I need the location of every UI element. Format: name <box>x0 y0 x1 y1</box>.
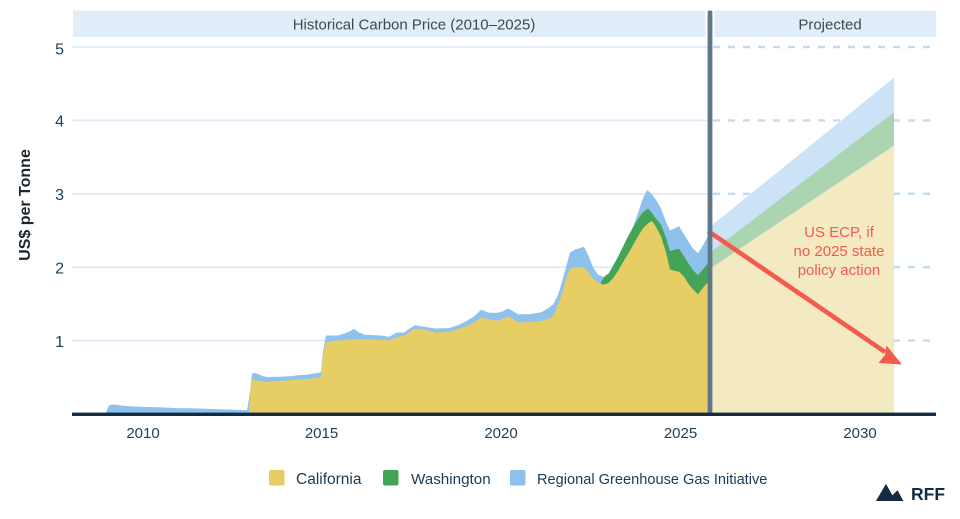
svg-text:2020: 2020 <box>484 425 517 442</box>
svg-text:Regional Greenhouse Gas Initia: Regional Greenhouse Gas Initiative <box>537 472 767 488</box>
svg-text:2025: 2025 <box>664 425 697 442</box>
svg-text:US$ per Tonne: US$ per Tonne <box>17 149 34 261</box>
svg-text:2030: 2030 <box>843 425 876 442</box>
svg-text:policy action: policy action <box>798 262 881 279</box>
svg-text:4: 4 <box>55 114 64 131</box>
svg-text:2015: 2015 <box>305 425 338 442</box>
svg-text:Washington: Washington <box>411 471 491 488</box>
svg-text:US ECP, if: US ECP, if <box>804 224 875 241</box>
svg-text:1: 1 <box>55 334 64 351</box>
svg-text:California: California <box>296 471 362 488</box>
svg-text:2: 2 <box>55 260 64 277</box>
svg-text:5: 5 <box>55 42 64 59</box>
svg-text:Historical Carbon Price (2010–: Historical Carbon Price (2010–2025) <box>293 17 536 34</box>
svg-text:no 2025 state: no 2025 state <box>794 243 885 260</box>
svg-text:2010: 2010 <box>126 425 159 442</box>
svg-text:3: 3 <box>55 187 64 204</box>
svg-text:RFF: RFF <box>911 484 945 504</box>
svg-text:Projected: Projected <box>798 17 861 34</box>
